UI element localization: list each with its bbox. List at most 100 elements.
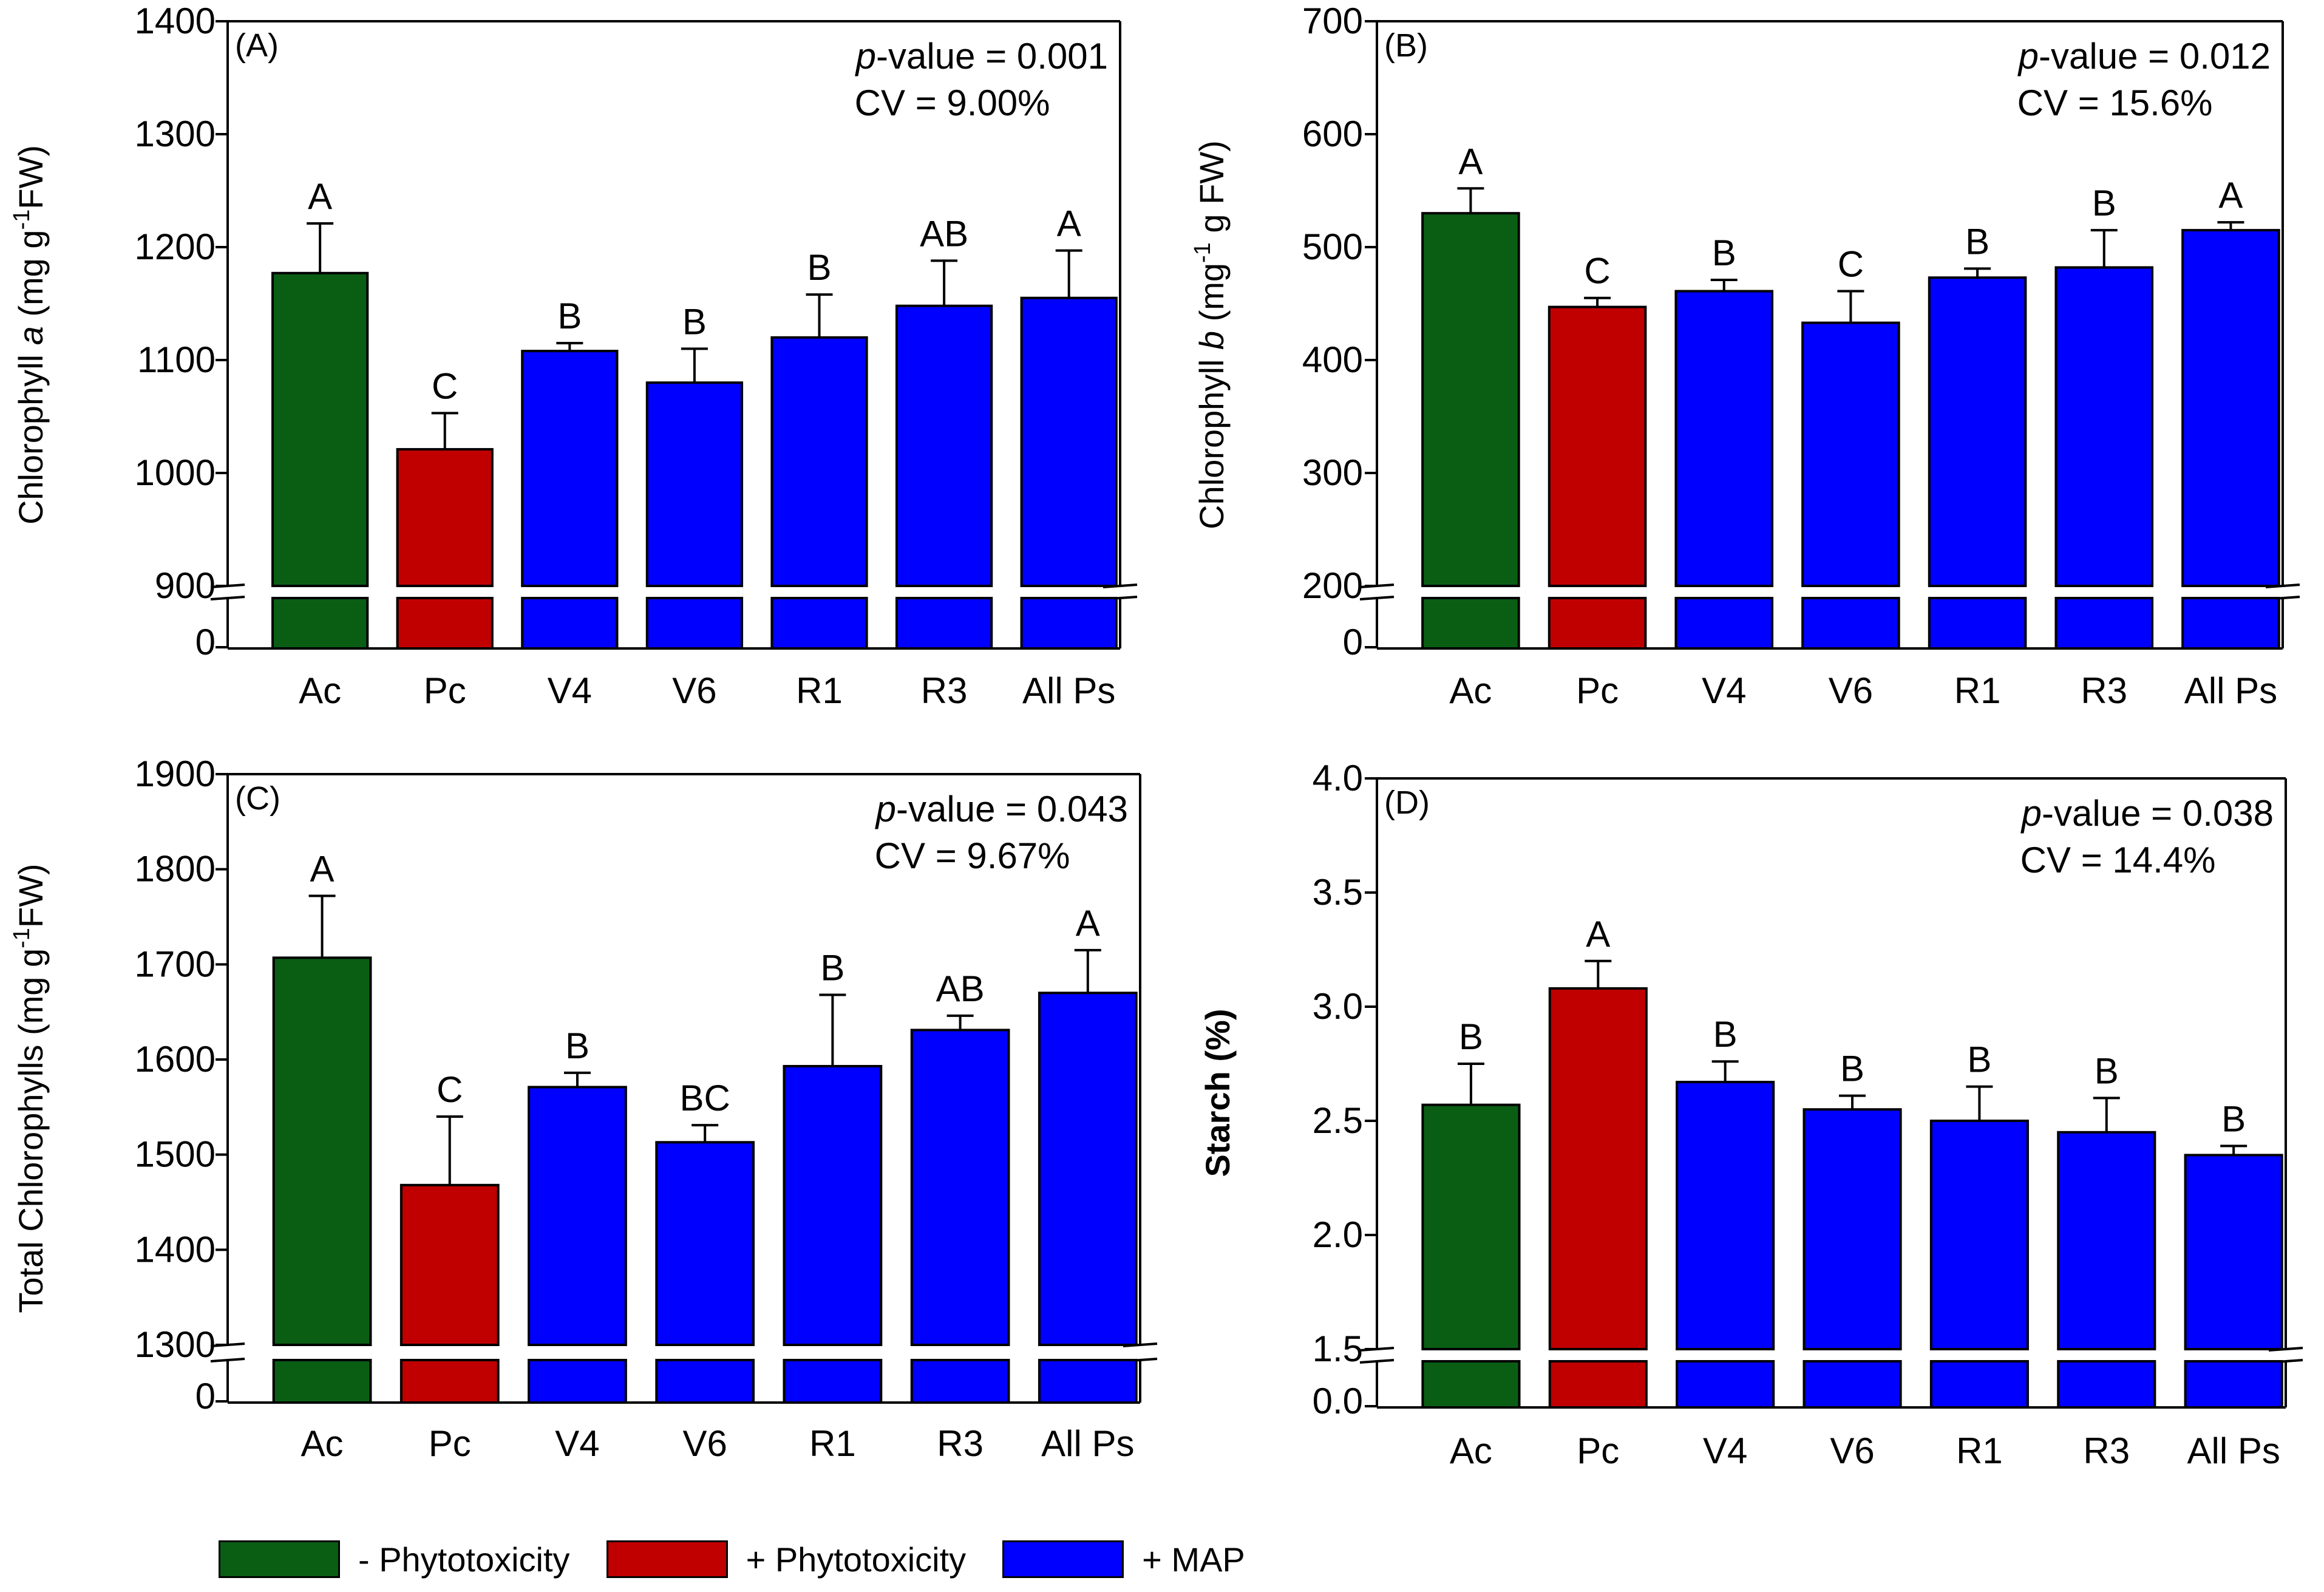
bar-stub [271,597,369,650]
bar-r3 [895,304,993,587]
bar-all-ps [1020,296,1118,587]
bar-v6 [1801,321,1900,587]
legend-swatch-green [219,1540,340,1578]
significance-letter: A [1057,203,1081,244]
y-tick-label: 3.0 [1313,986,1363,1027]
y-tick-label: 1200 [135,226,216,267]
bar-r3 [2054,266,2154,588]
p-value-text: p-value = 0.043 [875,789,1128,829]
bar-stub [783,1359,883,1404]
legend-label: - Phytotoxicity [358,1540,570,1579]
chart-panel-a: 900 1000 1100 1200 1300 1400 0 A Ac C Pc B V4 B V6 B R1 A… [9,1,1138,711]
y-tick-label: 900 [155,565,216,606]
x-tick-label: R3 [937,1423,984,1464]
bar-ac [1421,1103,1521,1351]
x-tick-label: R1 [1954,670,2001,711]
y-tick-label: 700 [1302,1,1363,41]
y-tick-label: 400 [1302,339,1363,380]
significance-letter: A [310,849,335,890]
bar-stub [1802,1360,1902,1409]
significance-letter: AB [936,968,985,1009]
x-tick-label: V6 [682,1423,727,1464]
panel-label: (A) [235,27,279,64]
x-tick-label: V6 [1830,1430,1874,1471]
bar-pc [396,447,494,587]
bar-stub [895,597,993,650]
y-tick-label: 0.0 [1313,1381,1363,1421]
bar-v4 [528,1086,627,1347]
bar-stub [396,597,494,650]
bar-r1 [1928,276,2027,587]
bar-stub [1421,597,1520,650]
significance-letter: B [565,1026,589,1066]
bar-all-ps [2184,1154,2283,1351]
y-tick-label: 1700 [135,944,216,984]
bar-stub [2057,1360,2156,1409]
significance-letter: B [1713,1014,1738,1055]
axis-break-mark [210,1358,245,1362]
y-tick-label: 1100 [137,339,216,380]
y-tick-label: 1000 [135,452,216,493]
significance-letter: B [1965,221,1989,262]
bar-stub [1548,597,1647,650]
significance-letter: AB [920,213,968,254]
x-tick-label: Pc [429,1423,471,1464]
x-tick-label: All Ps [1022,670,1115,711]
significance-letter: B [682,301,707,342]
x-tick-label: Ac [301,1423,344,1464]
y-tick-label: 1300 [135,114,216,154]
bar-stub [399,1359,500,1404]
significance-letter: B [1840,1049,1864,1089]
bar-all-ps [1038,992,1138,1347]
y-tick-label: 3.5 [1313,872,1363,913]
bar-stub [910,1359,1010,1404]
significance-letter: B [2095,1050,2119,1091]
x-tick-label: V6 [1829,670,1873,711]
significance-letter: B [820,947,844,988]
significance-letter: A [2218,175,2243,216]
bar-stub [521,597,619,650]
bar-r1 [783,1064,883,1346]
significance-letter: C [432,366,458,406]
legend-item-map: + MAP [1002,1540,1245,1579]
bar-ac [272,956,372,1347]
bar-stub [645,597,744,650]
y-tick-label: 0 [195,622,216,662]
bar-v6 [655,1141,755,1347]
x-tick-label: V6 [672,670,716,711]
bar-stub [655,1359,755,1404]
x-tick-label: R3 [2083,1430,2130,1471]
bar-r1 [1929,1120,2029,1350]
y-tick-label: 1400 [135,1229,216,1270]
legend-item-phyto-pos: + Phytotoxicity [606,1540,966,1579]
legend-label: + MAP [1142,1540,1245,1579]
y-tick-label: 1900 [135,753,216,794]
bar-stub [528,1359,627,1404]
legend-item-phyto-neg: - Phytotoxicity [219,1540,570,1579]
x-tick-label: R3 [2081,670,2127,711]
bar-stub [1928,597,2027,650]
y-tick-label: 300 [1302,452,1363,493]
significance-letter: B [2221,1098,2246,1139]
bar-stub [1801,597,1900,650]
legend-swatch-blue [1002,1540,1124,1578]
bar-stub [1038,1359,1138,1404]
significance-letter: B [1459,1016,1483,1057]
significance-letter: B [1967,1039,1991,1080]
y-tick-label: 500 [1302,226,1363,267]
y-tick-label: 0 [195,1376,216,1417]
p-value-text: p-value = 0.012 [2017,36,2271,77]
bar-v4 [1674,290,1774,587]
chart-panel-b: 200 300 400 500 600 700 0 A Ac C Pc B V4 C V6 B R1 B R3 A Al… [1190,1,2300,711]
x-tick-label: Ac [1449,670,1492,711]
x-tick-label: Pc [424,670,466,711]
significance-letter: A [1076,903,1100,944]
bar-pc [1548,987,1648,1351]
y-axis-label: Total Chlorophylls (mg g-1FW) [9,863,50,1313]
y-tick-label: 4.0 [1313,758,1363,798]
bar-v6 [1802,1108,1902,1350]
legend: - Phytotoxicity + Phytotoxicity + MAP [219,1535,1282,1583]
y-tick-label: 600 [1302,114,1363,154]
bar-r3 [2057,1131,2156,1351]
x-tick-label: V4 [555,1423,599,1464]
